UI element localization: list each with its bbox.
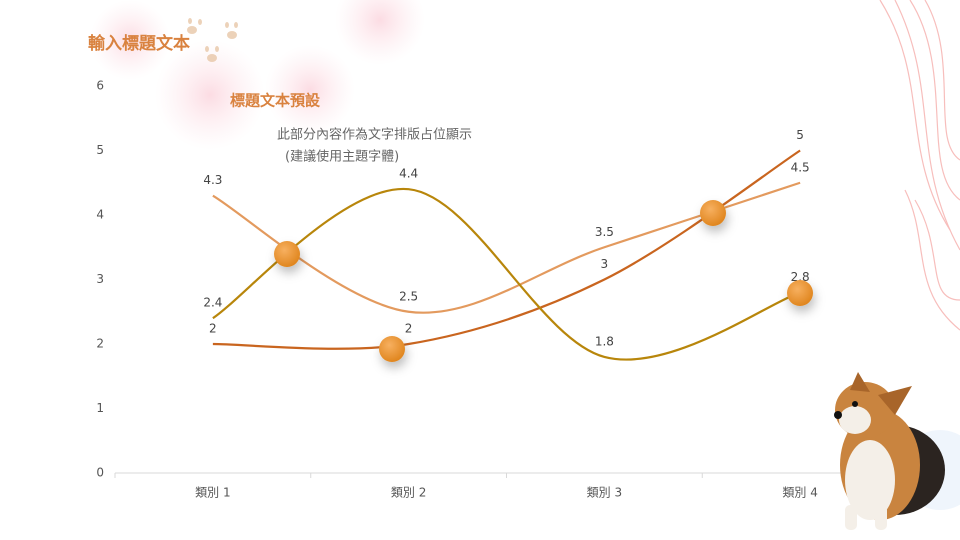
series-line xyxy=(212,188,801,361)
data-label: 2.8 xyxy=(791,270,810,284)
y-tick-label: 0 xyxy=(96,466,104,480)
data-label: 4.5 xyxy=(791,160,810,174)
x-tick-label: 類別 1 xyxy=(195,486,230,500)
data-label: 2.4 xyxy=(203,296,222,310)
slide-title: 輸入標題文本 xyxy=(88,33,190,54)
annotation: 此部分內容作為文字排版占位顯示 xyxy=(277,127,472,143)
chart-subtitle: 標題文本預設 xyxy=(230,92,321,110)
y-tick-label: 2 xyxy=(96,337,104,351)
data-label: 3.5 xyxy=(595,225,614,239)
x-tick-label: 類別 2 xyxy=(391,486,426,500)
y-tick-label: 1 xyxy=(96,401,104,415)
x-tick-label: 類別 4 xyxy=(782,486,817,500)
y-tick-label: 5 xyxy=(96,143,104,157)
data-label: 2 xyxy=(405,322,413,336)
data-label: 3 xyxy=(601,257,609,271)
dog-illustration xyxy=(834,372,945,530)
data-label: 5 xyxy=(796,128,804,142)
data-label: 1.8 xyxy=(595,334,614,348)
y-tick-label: 4 xyxy=(96,208,104,222)
annotation: (建議使用主題字體) xyxy=(285,149,399,165)
decorative-balls xyxy=(274,200,813,362)
series-line xyxy=(212,149,801,350)
x-tick-label: 類別 3 xyxy=(587,486,622,500)
data-label: 4.3 xyxy=(203,173,222,187)
data-label: 4.4 xyxy=(399,167,418,181)
background-decor xyxy=(90,0,960,510)
data-label: 2 xyxy=(209,322,217,336)
y-tick-label: 3 xyxy=(96,272,104,286)
y-tick-label: 6 xyxy=(96,79,104,93)
data-label: 2.5 xyxy=(399,289,418,303)
